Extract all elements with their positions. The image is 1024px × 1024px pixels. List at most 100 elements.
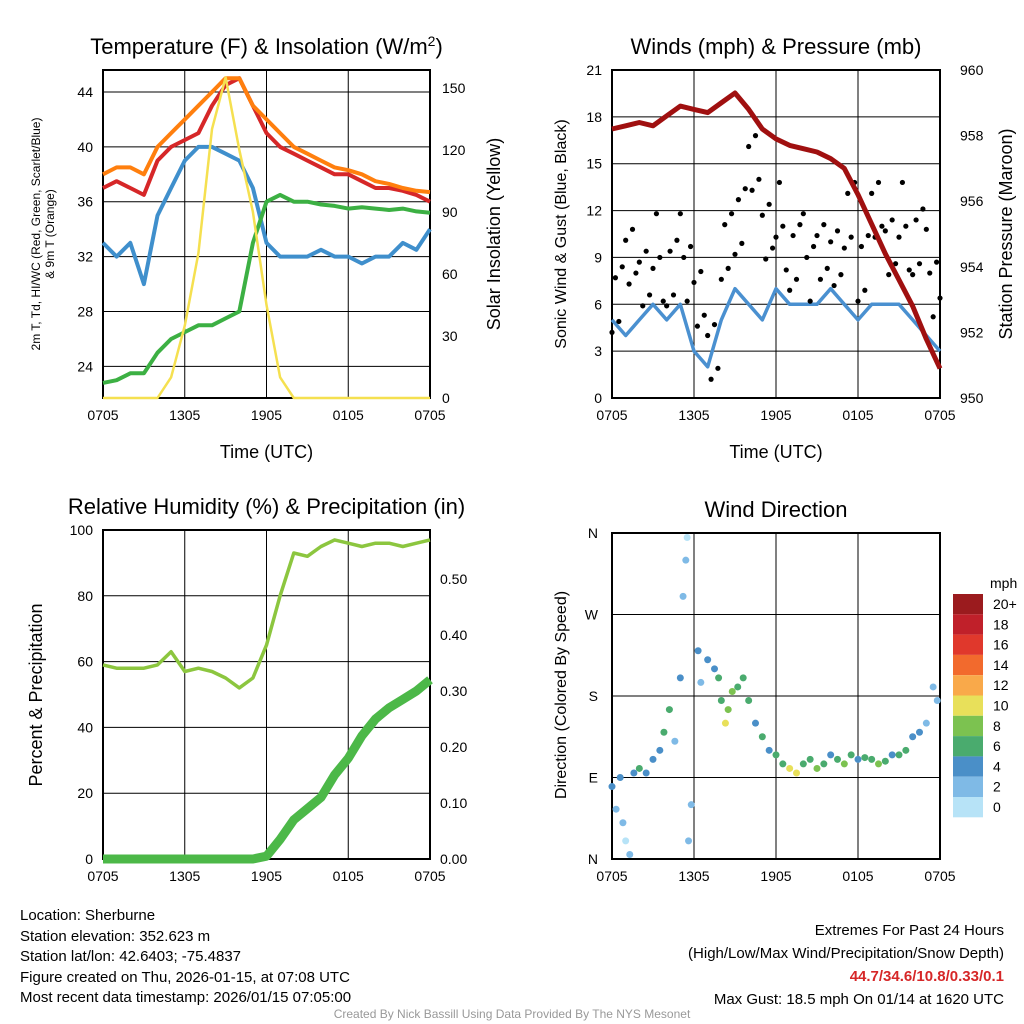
direction-point xyxy=(711,665,718,673)
legend-swatch xyxy=(953,695,983,716)
y-tick-label: 36 xyxy=(77,194,93,210)
y2-tick-label: 0 xyxy=(442,390,450,406)
gust-point xyxy=(650,265,656,271)
gust-point xyxy=(759,212,765,218)
direction-point xyxy=(687,801,695,809)
y-tick-label: 12 xyxy=(586,203,602,219)
gust-point xyxy=(763,256,769,262)
x-tick-label: 1905 xyxy=(251,407,282,423)
legend-label: 10 xyxy=(993,698,1009,714)
gust-point xyxy=(694,323,701,329)
gust-point xyxy=(896,234,902,240)
y-axis-label: Sonic Wind & Gust (Blue, Black) xyxy=(553,119,570,348)
gust-point xyxy=(875,179,882,186)
y2-tick-label: 950 xyxy=(960,390,984,406)
gust-point xyxy=(834,228,841,234)
y2-axis-label: Solar Insolation (Yellow) xyxy=(484,138,504,330)
gust-point xyxy=(735,197,742,203)
y2-tick-label: 90 xyxy=(442,204,458,220)
gust-point xyxy=(718,276,724,282)
direction-point xyxy=(793,769,800,777)
gust-point xyxy=(814,232,820,239)
x-tick-label: 0705 xyxy=(924,868,955,884)
x-tick-label: 0705 xyxy=(414,407,445,423)
gust-point xyxy=(927,270,933,276)
y-tick-label: 28 xyxy=(77,304,93,320)
direction-point xyxy=(868,755,876,763)
direction-point xyxy=(724,706,732,714)
y-tick-label: N xyxy=(588,851,598,867)
gust-point xyxy=(653,211,660,217)
direction-point xyxy=(786,764,794,772)
gust-point xyxy=(623,237,629,243)
gust-point xyxy=(807,298,813,304)
gust-point xyxy=(848,234,854,240)
direction-point xyxy=(683,534,691,542)
y-tick-label: 0 xyxy=(594,390,602,406)
gust-point xyxy=(776,179,783,186)
gust-point xyxy=(865,232,871,239)
extremes-title: Extremes For Past 24 Hours xyxy=(814,922,1004,939)
gust-point xyxy=(937,295,943,301)
max-gust: Max Gust: 18.5 mph On 01/14 at 1620 UTC xyxy=(713,991,1004,1008)
direction-point xyxy=(902,746,910,754)
y-tick-label: N xyxy=(588,525,598,541)
y-tick-label: 32 xyxy=(77,249,93,265)
x-tick-label: 0705 xyxy=(87,407,118,423)
y-tick-label: 15 xyxy=(586,156,602,172)
gust-point xyxy=(783,267,789,273)
y-tick-label: 80 xyxy=(77,588,93,604)
gust-point xyxy=(728,211,735,217)
y2-tick-label: 0.50 xyxy=(440,571,467,587)
gust-point xyxy=(899,179,906,186)
direction-point xyxy=(671,737,679,745)
gust-point xyxy=(916,261,923,267)
x-tick-label: 0705 xyxy=(596,868,627,884)
gust-point xyxy=(640,303,646,309)
x-tick-label: 0105 xyxy=(842,407,873,423)
legend-swatch xyxy=(953,715,983,737)
gust-point xyxy=(933,259,940,265)
y-axis-label-2: & 9m T (Orange) xyxy=(43,189,57,279)
direction-point xyxy=(772,751,780,759)
gust-point xyxy=(855,298,861,304)
y2-tick-label: 0.00 xyxy=(440,851,467,867)
direction-point xyxy=(827,751,835,759)
gust-point xyxy=(633,270,639,276)
gust-point xyxy=(828,239,834,245)
gust-point xyxy=(920,206,926,212)
gust-point xyxy=(831,282,837,289)
gust-point xyxy=(845,190,851,196)
y-tick-label: 18 xyxy=(586,109,602,125)
gust-point xyxy=(705,332,711,339)
gust-point xyxy=(821,222,827,228)
direction-point xyxy=(820,760,828,768)
gust-point xyxy=(677,211,683,217)
gust-point xyxy=(684,298,690,304)
gust-point xyxy=(769,245,776,251)
direction-point xyxy=(854,755,862,763)
y2-tick-label: 0.20 xyxy=(440,739,467,755)
gust-point xyxy=(746,143,752,150)
direction-point xyxy=(758,733,766,741)
x-tick-label: 1305 xyxy=(678,407,709,423)
gust-point xyxy=(923,226,929,232)
chart-title-2: Winds (mph) & Pressure (mb) xyxy=(631,34,922,59)
gust-point xyxy=(906,267,912,273)
y-tick-label: 0 xyxy=(85,851,93,867)
legend-label: 20+ xyxy=(993,596,1017,612)
y2-tick-label: 0.30 xyxy=(440,683,467,699)
x-axis-label: Time (UTC) xyxy=(729,442,822,462)
extremes-subtitle: (High/Low/Max Wind/Precipitation/Snow De… xyxy=(688,945,1004,962)
y-tick-label: 20 xyxy=(77,785,93,801)
y-tick-label: 21 xyxy=(586,62,602,78)
legend-label: 14 xyxy=(993,657,1009,673)
gust-point xyxy=(742,186,748,192)
legend-label: 16 xyxy=(993,637,1009,653)
direction-point xyxy=(752,719,759,727)
direction-point xyxy=(933,697,941,705)
y2-tick-label: 960 xyxy=(960,62,984,78)
gust-point xyxy=(701,312,707,318)
legend-label: 6 xyxy=(993,738,1001,754)
